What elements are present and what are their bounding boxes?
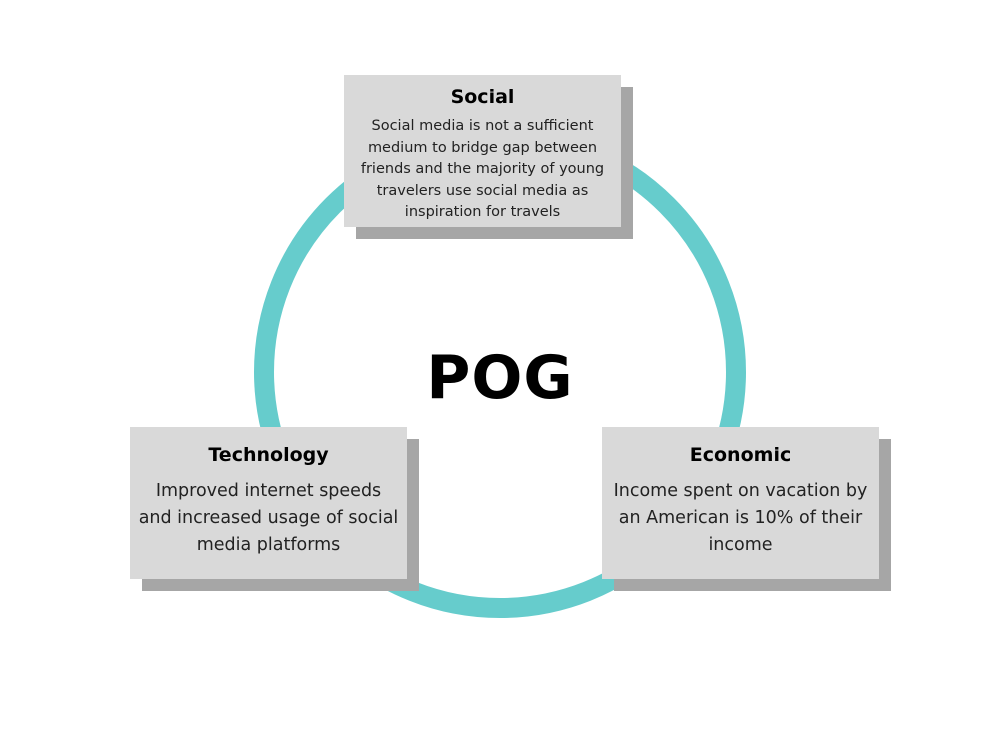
social-card-title: Social — [450, 86, 515, 108]
economic-card-body: Income spent on vacation by an American … — [613, 481, 868, 555]
technology-card: Technology Improved internet speeds and … — [130, 427, 407, 579]
economic-card-title: Economic — [689, 444, 792, 466]
economic-card: Economic Income spent on vacation by an … — [602, 427, 879, 579]
center-label: POG — [426, 343, 574, 413]
social-card: Social Social media is not a sufficient … — [344, 75, 621, 227]
technology-card-title: Technology — [208, 444, 329, 466]
technology-card-body: Improved internet speeds and increased u… — [138, 481, 399, 555]
social-card-body: Social media is not a sufficient medium … — [360, 118, 605, 220]
